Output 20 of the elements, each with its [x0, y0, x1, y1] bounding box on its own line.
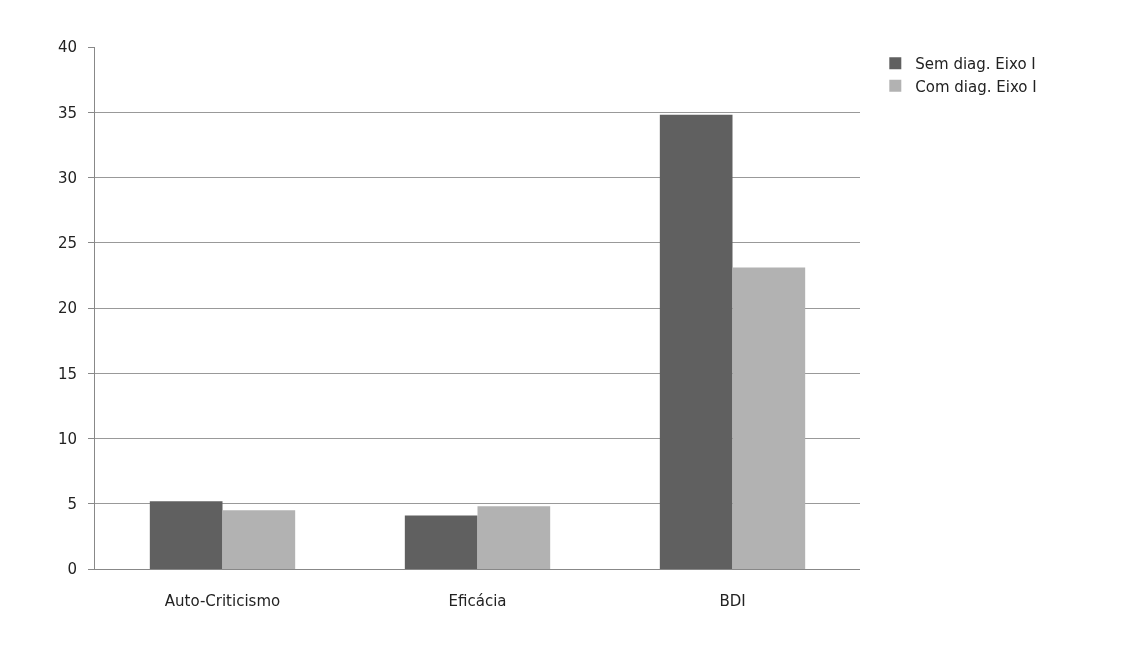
x-tick-label: BDI: [719, 592, 746, 610]
x-tick-label: Eficácia: [448, 592, 507, 610]
legend-label: Com diag. Eixo I: [915, 77, 1037, 96]
y-tick-label: 0: [67, 560, 77, 579]
bar: [404, 515, 478, 569]
bar: [149, 501, 223, 569]
y-tick-label: 10: [57, 429, 77, 448]
bar: [222, 510, 296, 569]
y-tick-label: 25: [57, 234, 77, 252]
y-tick-label: 35: [57, 103, 77, 122]
bar: [477, 506, 551, 569]
legend-label: Sem diag. Eixo I: [915, 55, 1036, 74]
bar: [659, 114, 733, 569]
y-tick-label: 40: [57, 38, 77, 57]
y-tick-label: 15: [57, 364, 77, 383]
y-tick-label: 30: [57, 168, 77, 187]
y-tick-label: 5: [67, 495, 77, 513]
y-tick-label: 20: [57, 299, 77, 318]
x-tick-label: Auto-Criticismo: [164, 592, 281, 610]
bar: [732, 267, 806, 569]
